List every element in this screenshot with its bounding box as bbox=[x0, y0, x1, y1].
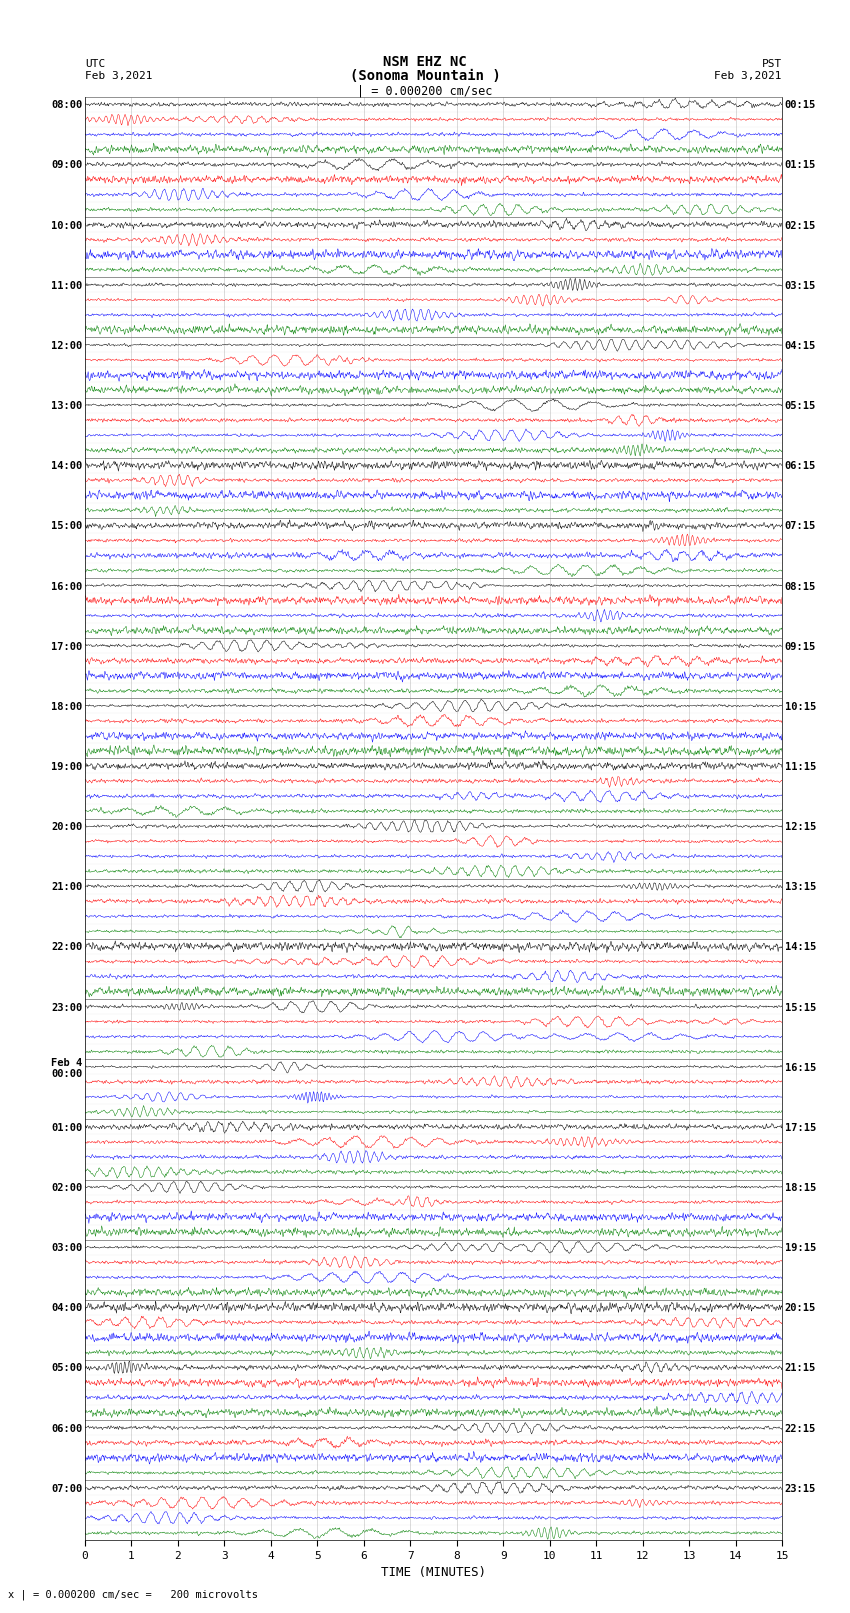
X-axis label: TIME (MINUTES): TIME (MINUTES) bbox=[381, 1566, 486, 1579]
Text: Feb 3,2021: Feb 3,2021 bbox=[715, 71, 782, 82]
Text: Feb 3,2021: Feb 3,2021 bbox=[85, 71, 152, 82]
Text: (Sonoma Mountain ): (Sonoma Mountain ) bbox=[349, 69, 501, 84]
Text: | = 0.000200 cm/sec: | = 0.000200 cm/sec bbox=[357, 84, 493, 97]
Text: UTC: UTC bbox=[85, 58, 105, 69]
Text: x | = 0.000200 cm/sec =   200 microvolts: x | = 0.000200 cm/sec = 200 microvolts bbox=[8, 1589, 258, 1600]
Text: NSM EHZ NC: NSM EHZ NC bbox=[383, 55, 467, 69]
Text: PST: PST bbox=[762, 58, 782, 69]
